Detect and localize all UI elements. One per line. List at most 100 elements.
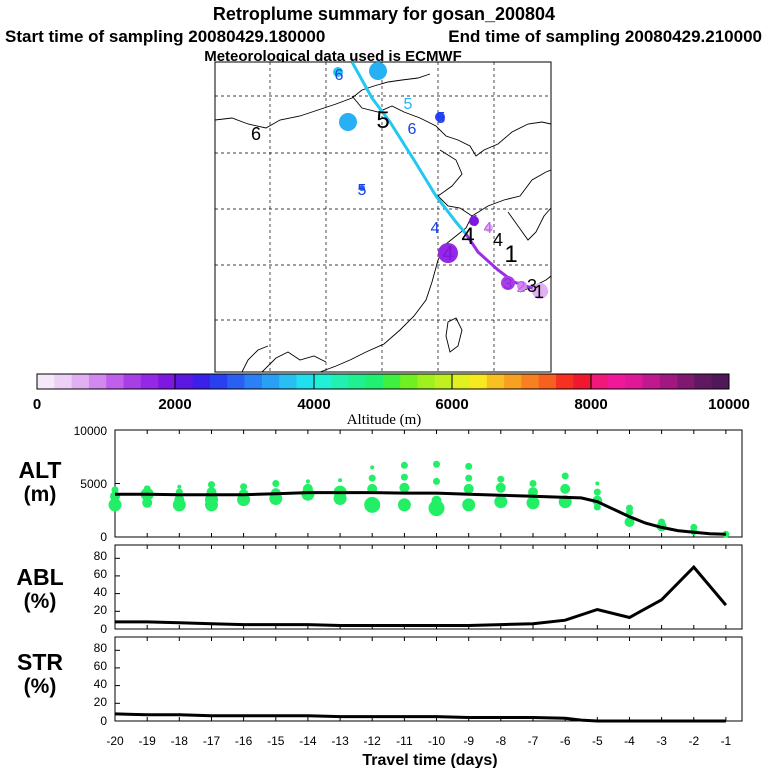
- colorbar-cell: [227, 374, 245, 389]
- coastline: [241, 345, 269, 372]
- alt-point: [368, 474, 376, 482]
- str-ylabel-bottom: (%): [24, 675, 57, 698]
- map-marker: [469, 216, 479, 226]
- colorbar-cell: [556, 374, 574, 389]
- alt-point: [560, 483, 571, 494]
- str-ytick-label: 40: [94, 677, 108, 691]
- colorbar-cell: [54, 374, 72, 389]
- colorbar-tick: 4000: [297, 396, 330, 413]
- coastline: [319, 243, 447, 372]
- abl-plot: [114, 545, 728, 630]
- map-label: 1: [504, 241, 517, 268]
- figure-title: Retroplume summary for gosan_200804: [213, 4, 555, 24]
- colorbar-cell: [244, 374, 263, 389]
- alt-point: [143, 485, 151, 493]
- alt-point: [205, 493, 218, 507]
- abl-ytick-label: 60: [94, 567, 108, 581]
- str-ylabel-top: STR: [17, 649, 63, 675]
- coastline: [507, 207, 551, 241]
- map-marker: [333, 67, 343, 77]
- alt-mean-line: [115, 491, 726, 536]
- alt-point: [494, 495, 508, 509]
- alt-point: [428, 500, 445, 517]
- colorbar-cell: [296, 374, 315, 389]
- alt-point: [463, 483, 474, 494]
- alt-point: [397, 498, 411, 512]
- colorbar-cell: [711, 374, 730, 389]
- map-label: 5: [437, 110, 446, 127]
- colorbar-cell: [88, 374, 107, 389]
- coastline: [261, 351, 327, 372]
- map-labels: 6 6 6 5 5 5 6 5 5 4 4 4 4 4 4 1 3 2 3 2: [251, 61, 546, 302]
- alt-point: [364, 496, 381, 513]
- colorbar-cell: [140, 374, 159, 389]
- x-tick-labels: -20 -19 -18 -17 -16 -15 -14 -13 -12 -11 -10 -9 -8 -7 -…: [106, 734, 731, 748]
- colorbar-cell: [607, 374, 626, 389]
- alt-point: [624, 517, 635, 527]
- alt-point: [177, 484, 182, 489]
- colorbar-cell: [175, 374, 193, 389]
- map-label: 4: [484, 220, 493, 237]
- alt-point: [208, 481, 215, 489]
- alt-point: [626, 504, 633, 512]
- map-label: 3: [504, 276, 513, 293]
- x-tick-label: -4: [624, 734, 635, 748]
- alt-point: [433, 460, 440, 468]
- abl-ytick-label: 80: [94, 549, 108, 563]
- alt-point: [111, 486, 119, 494]
- colorbar-cell: [158, 374, 176, 389]
- abl-ylabel-top: ABL: [16, 564, 63, 590]
- map-markers: [333, 62, 548, 299]
- colorbar-tick: 0: [33, 396, 41, 413]
- map-label: 6: [251, 124, 261, 144]
- alt-ytick-label: 0: [100, 530, 107, 544]
- alt-ytick-label: 10000: [74, 424, 108, 438]
- coastline: [351, 95, 551, 157]
- colorbar-cell: [504, 374, 522, 389]
- x-tick-label: -17: [203, 734, 221, 748]
- x-tick-label: -13: [331, 734, 349, 748]
- str-plot: [114, 637, 727, 723]
- map-label: 2: [517, 279, 526, 296]
- alt-point: [272, 480, 280, 487]
- colorbar-tick: 8000: [574, 396, 607, 413]
- colorbar-cell: [123, 374, 142, 389]
- colorbar-cell: [677, 374, 695, 389]
- colorbar-cell: [106, 374, 124, 389]
- colorbar-cell: [469, 374, 488, 389]
- alt-ylabel-top: ALT: [18, 457, 61, 483]
- alt-point: [400, 461, 408, 469]
- colorbar-cell: [331, 374, 349, 389]
- alt-point: [658, 518, 666, 526]
- map-marker: [435, 112, 445, 122]
- x-tick-label: -16: [235, 734, 253, 748]
- altitude-colorbar: 0 2000 4000 6000 8000 10000 Altitude (m): [33, 373, 750, 428]
- colorbar-cell: [71, 374, 90, 389]
- colorbar-cell: [400, 374, 418, 389]
- colorbar-cell: [625, 374, 643, 389]
- abl-line: [115, 564, 728, 627]
- trajectory-map: 6 6 6 5 5 5 6 5 5 4 4 4 4 4 4 1 3 2 3 2: [214, 61, 552, 373]
- str-ytick-label: 60: [94, 659, 108, 673]
- map-label: 5: [342, 112, 353, 134]
- alt-point: [561, 472, 569, 480]
- colorbar-tick: 10000: [708, 396, 750, 413]
- map-marker: [532, 283, 548, 299]
- map-label: 5: [358, 182, 367, 199]
- x-tick-label: -15: [267, 734, 285, 748]
- map-label: 4: [461, 223, 474, 250]
- x-tick-label: -7: [528, 734, 539, 748]
- x-tick-label: -20: [106, 734, 124, 748]
- map-label: 4: [470, 213, 479, 230]
- map-marker: [438, 243, 458, 263]
- alt-point: [465, 462, 473, 470]
- colorbar-frame: [36, 373, 730, 390]
- timeseries-panels: ALT (m) ABL (%) STR (%) 10000 5000 0 80 …: [16, 424, 743, 768]
- alt-point: [528, 487, 538, 498]
- x-tick-label: -18: [171, 734, 189, 748]
- abl-ylabel-bottom: (%): [24, 590, 57, 613]
- colorbar-cell: [313, 374, 332, 389]
- map-label: 6: [372, 61, 383, 83]
- alt-point: [370, 465, 375, 470]
